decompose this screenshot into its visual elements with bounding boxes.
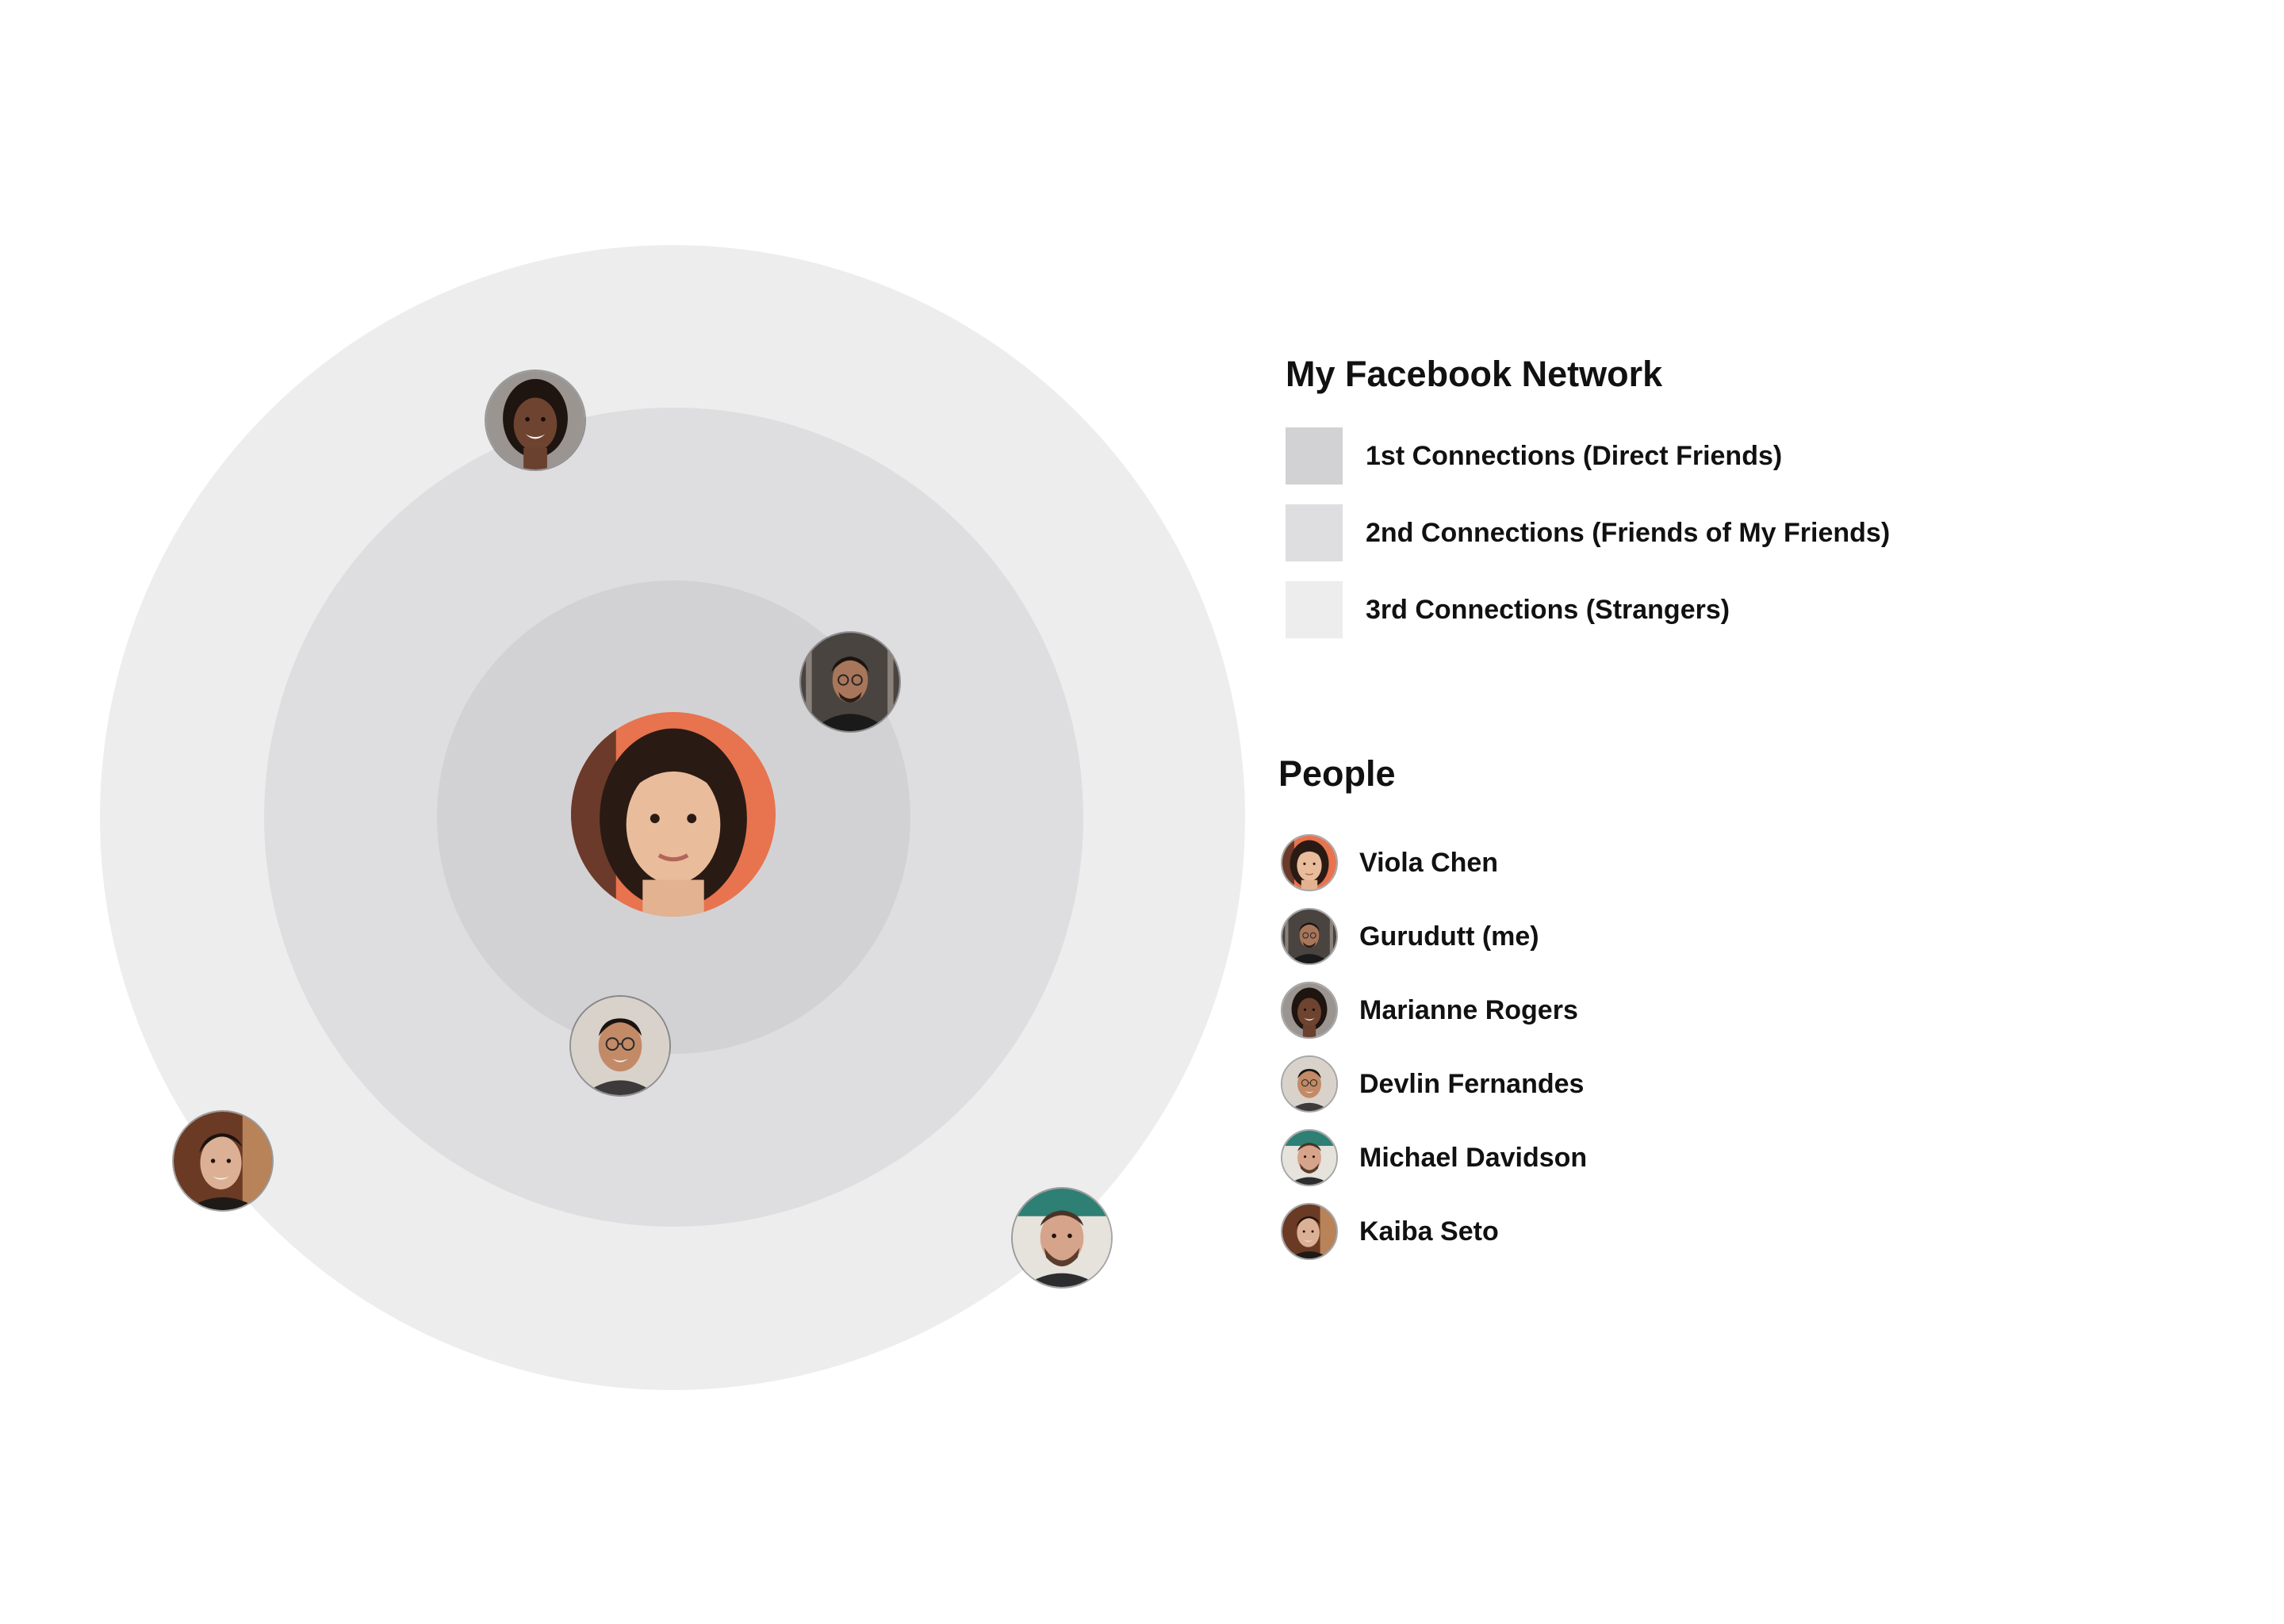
marianne-rogers-avatar-icon (486, 371, 584, 469)
diagram-avatar-marianne-rogers[interactable] (485, 370, 586, 471)
diagram-avatar-gurudutt[interactable] (799, 631, 901, 733)
devlin-fernandes-avatar-icon (571, 997, 669, 1095)
legend-item-3rd-connections: 3rd Connections (Strangers) (1286, 581, 1730, 638)
person-name: Gurudutt (me) (1359, 921, 1539, 952)
list-avatar-marianne-rogers (1281, 982, 1338, 1039)
people-list-item-devlin-fernandes[interactable]: Devlin Fernandes (1281, 1055, 1584, 1113)
michael-davidson-avatar-icon (1013, 1189, 1111, 1287)
list-avatar-viola-chen (1281, 834, 1338, 891)
person-name: Kaiba Seto (1359, 1216, 1499, 1247)
gurudutt-avatar-icon (801, 633, 899, 731)
person-name: Viola Chen (1359, 847, 1499, 878)
legend-label-3rd: 3rd Connections (Strangers) (1366, 594, 1730, 625)
legend-swatch-1st (1286, 427, 1343, 485)
people-list-item-kaiba-seto[interactable]: Kaiba Seto (1281, 1203, 1499, 1260)
gurudutt-avatar-icon (1282, 910, 1336, 963)
viola-chen-avatar-icon (571, 712, 776, 917)
people-list-item-michael-davidson[interactable]: Michael Davidson (1281, 1129, 1587, 1186)
legend-title: My Facebook Network (1286, 354, 1663, 394)
legend-label-2nd: 2nd Connections (Friends of My Friends) (1366, 517, 1891, 548)
list-avatar-devlin-fernandes (1281, 1055, 1338, 1113)
person-name: Marianne Rogers (1359, 994, 1578, 1025)
people-title: People (1278, 753, 1396, 794)
list-avatar-michael-davidson (1281, 1129, 1338, 1186)
devlin-fernandes-avatar-icon (1282, 1057, 1336, 1111)
kaiba-seto-avatar-icon (1282, 1205, 1336, 1258)
marianne-rogers-avatar-icon (1282, 983, 1336, 1037)
legend-swatch-2nd (1286, 504, 1343, 561)
legend-item-2nd-connections: 2nd Connections (Friends of My Friends) (1286, 504, 1890, 561)
legend-swatch-3rd (1286, 581, 1343, 638)
kaiba-seto-avatar-icon (174, 1112, 272, 1210)
michael-davidson-avatar-icon (1282, 1131, 1336, 1185)
people-list-item-marianne-rogers[interactable]: Marianne Rogers (1281, 982, 1578, 1039)
list-avatar-kaiba-seto (1281, 1203, 1338, 1260)
legend-label-1st: 1st Connections (Direct Friends) (1366, 440, 1783, 471)
diagram-avatar-kaiba-seto[interactable] (172, 1110, 274, 1212)
center-avatar-viola-chen[interactable] (571, 712, 776, 917)
person-name: Devlin Fernandes (1359, 1068, 1585, 1099)
person-name: Michael Davidson (1359, 1142, 1588, 1173)
diagram-avatar-michael-davidson[interactable] (1011, 1187, 1113, 1289)
list-avatar-gurudutt (1281, 908, 1338, 965)
legend-item-1st-connections: 1st Connections (Direct Friends) (1286, 427, 1782, 485)
viola-chen-avatar-icon (1282, 836, 1336, 890)
diagram-avatar-devlin-fernandes[interactable] (569, 995, 671, 1097)
people-list-item-viola-chen[interactable]: Viola Chen (1281, 834, 1498, 891)
people-list-item-gurudutt[interactable]: Gurudutt (me) (1281, 908, 1539, 965)
